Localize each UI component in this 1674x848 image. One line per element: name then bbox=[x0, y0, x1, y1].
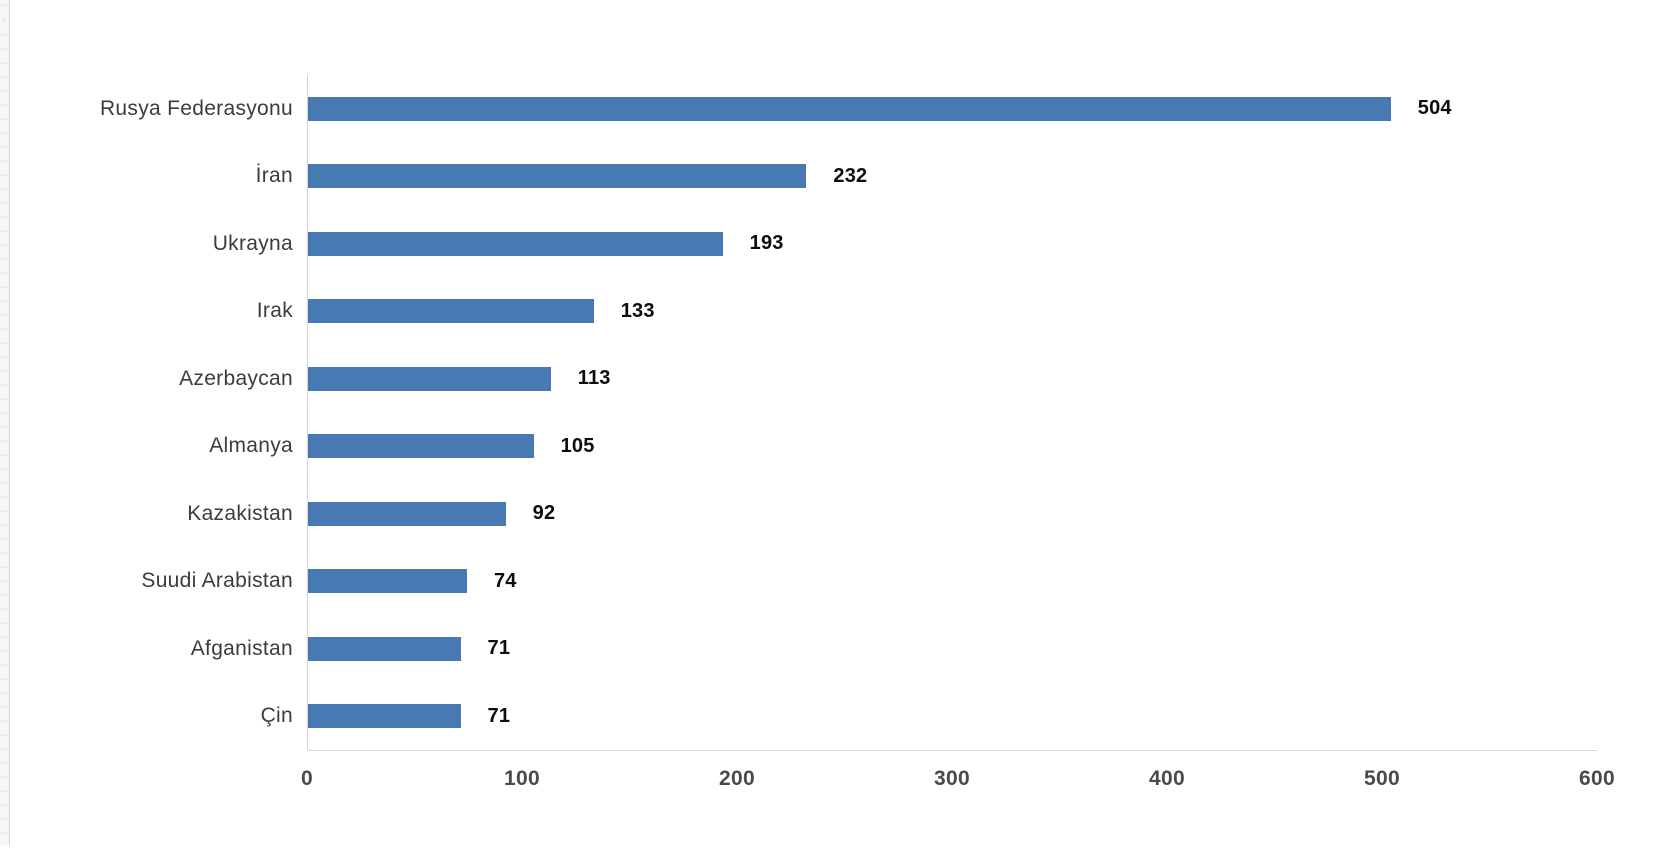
category-label: Suudi Arabistan bbox=[141, 569, 293, 593]
bar-track: 105 bbox=[307, 412, 1597, 480]
category-label: Afganistan bbox=[190, 636, 293, 660]
bar-rows: Rusya Federasyonu 504 İran 232 Ukrayna 1… bbox=[0, 75, 1597, 750]
category-label: Azerbaycan bbox=[179, 366, 293, 390]
bar[interactable] bbox=[308, 299, 594, 324]
bar-row: Rusya Federasyonu 504 bbox=[0, 75, 1597, 143]
bar-row: Azerbaycan 113 bbox=[0, 345, 1597, 413]
bar[interactable] bbox=[308, 366, 551, 391]
horizontal-bar-chart: Rusya Federasyonu 504 İran 232 Ukrayna 1… bbox=[0, 75, 1615, 811]
bar-row: Almanya 105 bbox=[0, 412, 1597, 480]
value-label: 105 bbox=[560, 434, 595, 457]
bar-track: 113 bbox=[307, 345, 1597, 413]
bar[interactable] bbox=[308, 501, 506, 526]
bar-track: 133 bbox=[307, 277, 1597, 345]
category-label: Irak bbox=[256, 299, 293, 323]
category-label: Almanya bbox=[209, 434, 293, 458]
bar[interactable] bbox=[308, 96, 1391, 121]
bar-row: Suudi Arabistan 74 bbox=[0, 547, 1597, 615]
bar-track: 193 bbox=[307, 210, 1597, 278]
value-label: 74 bbox=[493, 569, 517, 592]
category-label: Ukrayna bbox=[212, 231, 293, 255]
bar-track: 71 bbox=[307, 682, 1597, 750]
category-label: Kazakistan bbox=[187, 501, 293, 525]
bar[interactable] bbox=[308, 704, 461, 729]
value-label: 232 bbox=[833, 164, 868, 187]
bar[interactable] bbox=[308, 231, 723, 256]
bar[interactable] bbox=[308, 434, 534, 459]
bar-row: Kazakistan 92 bbox=[0, 480, 1597, 548]
value-label: 504 bbox=[1417, 97, 1452, 120]
bar[interactable] bbox=[308, 164, 807, 189]
bar-track: 74 bbox=[307, 547, 1597, 615]
bar-track: 232 bbox=[307, 142, 1597, 210]
x-axis-tick-label: 100 bbox=[504, 767, 540, 790]
bar-row: Irak 133 bbox=[0, 277, 1597, 345]
bar[interactable] bbox=[308, 569, 467, 594]
bar-track: 92 bbox=[307, 480, 1597, 548]
value-label: 113 bbox=[577, 367, 611, 390]
x-axis-tick-label: 300 bbox=[934, 767, 970, 790]
x-axis: 0 100 200 300 400 500 600 bbox=[301, 750, 1615, 811]
category-label: İran bbox=[255, 164, 293, 188]
value-label: 92 bbox=[532, 502, 556, 525]
bar-track: 71 bbox=[307, 615, 1597, 683]
x-axis-tick-label: 600 bbox=[1579, 767, 1615, 790]
x-axis-tick-label: 200 bbox=[719, 767, 755, 790]
bar-row: Ukrayna 193 bbox=[0, 210, 1597, 278]
bar-track: 504 bbox=[307, 75, 1597, 143]
bar-row: Çin 71 bbox=[0, 682, 1597, 750]
bar[interactable] bbox=[308, 636, 461, 661]
x-axis-tick-label: 400 bbox=[1149, 767, 1185, 790]
value-label: 71 bbox=[487, 637, 511, 660]
page-edge-strip bbox=[0, 0, 10, 845]
bar-row: İran 232 bbox=[0, 142, 1597, 210]
category-label: Rusya Federasyonu bbox=[99, 96, 293, 120]
value-label: 193 bbox=[749, 232, 784, 255]
category-label: Çin bbox=[260, 704, 293, 728]
value-label: 71 bbox=[487, 704, 511, 727]
bar-row: Afganistan 71 bbox=[0, 615, 1597, 683]
value-label: 133 bbox=[620, 299, 655, 322]
x-axis-tick-label: 0 bbox=[301, 767, 313, 790]
x-axis-tick-label: 500 bbox=[1364, 767, 1400, 790]
